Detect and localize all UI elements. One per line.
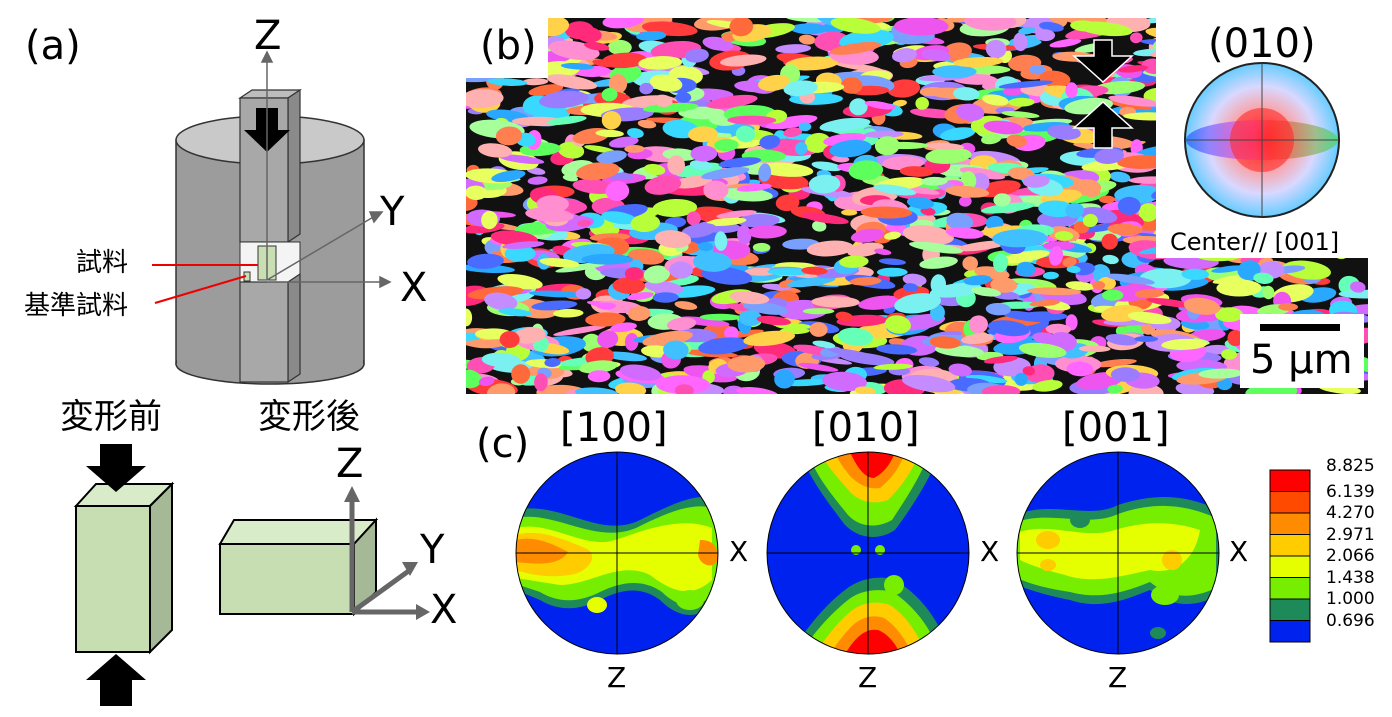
reference-sample-label: 基準試料	[24, 291, 129, 321]
before-deformation-label: 変形前	[60, 397, 162, 437]
legend-swatch	[1269, 577, 1311, 600]
lower-punch	[239, 272, 301, 384]
block-after	[218, 517, 379, 617]
pole-figure-100	[515, 451, 719, 655]
intensity-legend	[1269, 469, 1311, 643]
map-load-arrow-up	[1072, 100, 1134, 149]
pole-010-z-label: Z	[858, 661, 878, 694]
legend-value: 2.066	[1326, 546, 1375, 566]
axis-z-label: Z	[254, 13, 282, 59]
ipf-color-key	[1184, 62, 1340, 218]
panel-a-label: (a)	[25, 23, 81, 69]
panel-b-label: (b)	[478, 26, 543, 72]
legend-swatch	[1269, 512, 1311, 535]
legend-swatch	[1269, 555, 1311, 578]
colorkey-title: (010)	[1208, 21, 1316, 67]
after-axis-x-label: X	[430, 587, 458, 633]
pole-100-z-label: Z	[607, 661, 627, 694]
pole-010-x-label: X	[980, 535, 1000, 568]
scalebar-label: 5 µm	[1250, 337, 1353, 383]
map-load-arrow-down	[1072, 39, 1134, 84]
axis-y-label: Y	[380, 189, 405, 235]
coordinate-axes	[260, 50, 392, 289]
legend-swatch	[1269, 469, 1311, 492]
legend-value: 8.825	[1326, 456, 1375, 476]
legend-swatch	[1269, 491, 1311, 514]
compress-arrow-down	[86, 444, 146, 492]
axis-x-label: X	[400, 265, 428, 311]
compress-arrow-up	[86, 654, 146, 706]
legend-swatch	[1269, 620, 1311, 643]
after-axis-z-label: Z	[336, 441, 364, 487]
legend-swatch	[1269, 534, 1311, 557]
legend-value: 4.270	[1326, 503, 1375, 523]
panel-c-label: (c)	[476, 421, 530, 467]
pole-100-x-label: X	[729, 535, 749, 568]
pole-figure-001	[1016, 451, 1220, 655]
scalebar	[1260, 324, 1340, 331]
pole-001-x-label: X	[1229, 535, 1249, 568]
legend-value: 1.438	[1326, 567, 1375, 588]
legend-swatch	[1269, 598, 1311, 621]
block-before	[73, 444, 175, 706]
pole-title-010: [010]	[812, 405, 920, 451]
after-deformation-label: 変形後	[258, 397, 360, 437]
legend-value: 1.000	[1326, 589, 1375, 609]
sample-label: 試料	[76, 248, 129, 278]
pole-title-100: [100]	[560, 405, 668, 451]
after-axes	[344, 486, 430, 620]
after-axis-y-label: Y	[420, 527, 445, 573]
legend-value: 6.139	[1326, 481, 1375, 502]
legend-value: 0.696	[1326, 610, 1375, 631]
pole-001-z-label: Z	[1108, 661, 1128, 694]
colorkey-caption: Center// [001]	[1170, 228, 1340, 256]
pole-title-001: [001]	[1062, 405, 1170, 451]
legend-value: 2.971	[1326, 524, 1375, 545]
pole-figure-010	[766, 451, 970, 655]
